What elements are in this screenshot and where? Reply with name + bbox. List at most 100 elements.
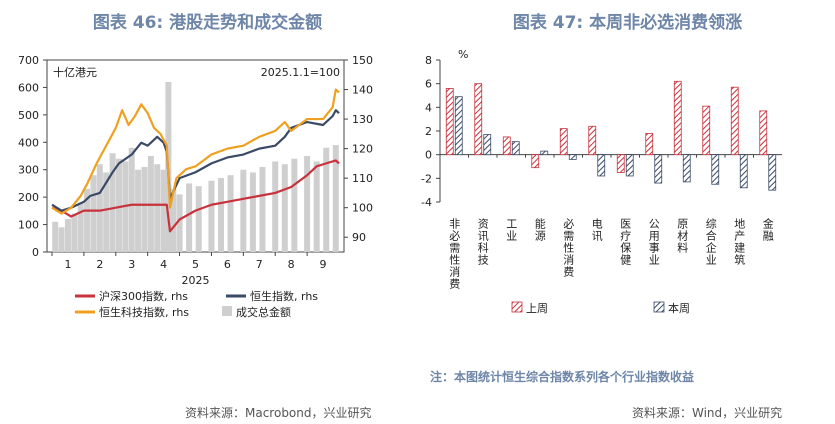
x-axis-tick-label: 5 [192,258,199,271]
turnover-bar [96,164,103,252]
this-week-bar [454,96,463,156]
category-label: 必需性消费 [562,218,575,278]
turnover-bar [154,164,161,252]
y-axis-tick-label: 2 [425,125,432,138]
category-label: 电讯 [590,218,603,242]
turnover-bar [103,172,110,252]
x-axis-tick-label: 7 [256,258,263,271]
turnover-bar [135,169,142,252]
this-week-bar [568,154,577,160]
turnover-bar [291,158,298,252]
turnover-bar [71,213,78,252]
turnover-bar [141,166,148,252]
x-axis-year-label: 2025 [182,274,210,287]
left-chart-title: 图表 46: 港股走势和成交金额 [92,13,323,33]
turnover-bar [208,180,215,252]
category-label: 金融 [761,217,774,242]
hstech-line [51,88,340,215]
legend-hs300-label: 沪深300指数, rhs [99,289,188,303]
this-week-bar [739,154,748,189]
right-axis-tick-label: 150 [352,54,373,67]
left-axis-tick-label: 300 [18,164,39,177]
right-axis-tick-label: 130 [352,113,373,126]
left-axis-unit: 十亿港元 [53,65,97,79]
y-axis-tick-label: 8 [425,54,432,67]
turnover-bar [64,219,71,252]
turnover-bar [323,147,330,252]
legend-last-week-label: 上周 [526,302,548,315]
category-label: 地产建筑 [733,218,746,266]
last-week-bar [474,83,483,156]
last-week-bar [445,88,454,156]
x-axis-tick-label: 9 [320,258,327,271]
right-axis-tick-label: 120 [352,143,373,156]
x-axis-tick-label: 2 [96,258,103,271]
this-week-bar [711,154,720,185]
this-week-bar [768,154,777,191]
category-label: 公用事业 [647,218,660,266]
last-week-bar [702,105,711,156]
category-label: 工业 [505,218,518,242]
turnover-bar [272,161,279,252]
turnover-bar [52,221,59,252]
x-axis-tick-label: 6 [224,258,231,271]
turnover-bar [195,186,202,252]
left-chart-source: 资料来源：Macrobond，兴业研究 [185,406,372,420]
turnover-bar [304,156,311,252]
right-chart: % -4 -2 0 2 4 6 8 非必需性消费 资讯科技 工业 能源 必需性消费 电讯 医疗保健 公用事业 原… [421,48,782,315]
x-axis-tick-label: 4 [160,258,167,271]
turnover-bar [313,161,320,252]
right-axis-tick-label: 90 [352,231,366,244]
turnover-bar [259,166,266,252]
right-axis-unit: 2025.1.1=100 [261,66,340,79]
last-week-bar [673,80,682,156]
last-week-bar [616,154,625,173]
turnover-bar [240,169,247,252]
left-axis-tick-label: 400 [18,136,39,149]
left-axis-tick-label: 600 [18,81,39,94]
turnover-bar [249,172,256,252]
this-week-bar [540,150,549,156]
this-week-bar [597,154,606,177]
turnover-bar [90,175,97,252]
legend-turnover-swatch [222,306,232,316]
this-week-bar [483,134,492,156]
turnover-bar [170,188,177,252]
right-chart-title: 图表 47: 本周非必选消费领涨 [512,13,743,33]
category-label: 能源 [533,217,546,242]
last-week-bar [588,125,597,156]
last-week-bar [559,128,568,156]
turnover-bar [58,227,65,252]
legend-turnover-label: 成交总金额 [236,305,291,319]
last-week-bar [730,86,739,156]
turnover-bar [281,164,288,252]
turnover-bar [227,175,234,252]
legend-hstech-label: 恒生科技指数, rhs [99,305,189,319]
legend-last-week-swatch [511,301,523,313]
right-axis-tick-label: 100 [352,202,373,215]
this-week-bar [625,154,634,177]
x-axis-tick-label: 1 [64,258,71,271]
turnover-bar [84,188,91,252]
left-axis-tick-label: 200 [18,191,39,204]
y-axis-tick-label: 6 [425,78,432,91]
category-label: 医疗保健 [619,218,632,266]
x-axis-tick-label: 3 [128,258,135,271]
category-label: 资讯科技 [476,218,489,266]
right-chart-note: 注：本图统计恒生综合指数系列各个行业指数收益 [430,370,695,384]
turnover-bar [109,153,116,252]
this-week-bar [654,154,663,184]
left-axis-tick-label: 700 [18,54,39,67]
last-week-bar [645,132,654,156]
this-week-bar [682,154,691,183]
y-axis-tick-label: 0 [425,149,432,162]
y-axis-tick-label: 4 [425,101,432,114]
turnover-bar [128,147,135,252]
y-axis-tick-label: -2 [421,172,432,185]
hs300-line [51,159,340,233]
category-label: 综合企业 [704,217,717,266]
right-axis-tick-label: 140 [352,84,373,97]
turnover-bar [332,145,339,252]
left-chart: 0 100 200 300 400 500 600 700 90 100 110 120 130 140 1… [18,54,373,319]
